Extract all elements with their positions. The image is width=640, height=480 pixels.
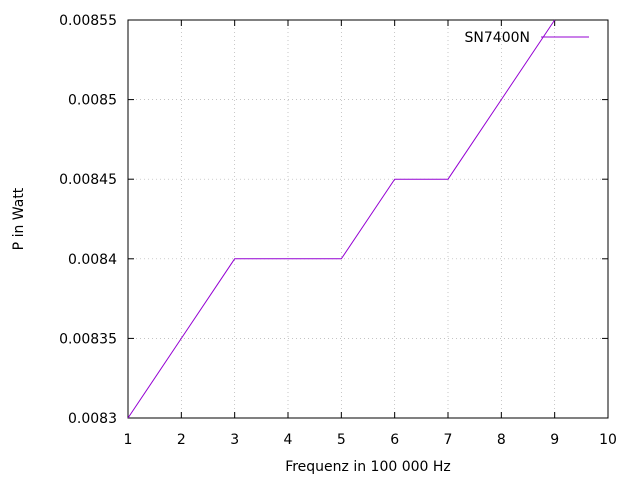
legend-label: SN7400N — [465, 30, 530, 46]
y-tick-labels: 0.0083 0.00835 0.0084 0.00845 0.0085 0.00855 — [59, 13, 117, 427]
series-line — [127, 19, 556, 419]
x-tick-label: 1 — [124, 432, 133, 448]
y-axis-label: P in Watt — [11, 187, 27, 250]
x-tick-label: 6 — [390, 432, 399, 448]
y-tick-label: 0.00845 — [59, 172, 117, 188]
x-tick-label: 5 — [337, 432, 346, 448]
x-tick-label: 8 — [497, 432, 506, 448]
x-tick-label: 10 — [599, 432, 617, 448]
series-layer — [127, 19, 556, 419]
y-tick-label: 0.0085 — [68, 93, 117, 109]
x-tick-labels: 1 2 3 4 5 6 7 8 9 10 — [124, 432, 617, 448]
plot-border — [127, 19, 609, 419]
legend: SN7400N — [465, 30, 589, 46]
ticks — [127, 19, 609, 419]
grid — [128, 20, 608, 418]
x-tick-label: 4 — [284, 432, 293, 448]
x-tick-label: 7 — [444, 432, 453, 448]
y-tick-label: 0.00855 — [59, 13, 117, 29]
y-tick-label: 0.0083 — [68, 411, 117, 427]
x-tick-label: 3 — [230, 432, 239, 448]
x-tick-label: 9 — [550, 432, 559, 448]
y-tick-label: 0.0084 — [68, 252, 117, 268]
y-tick-label: 0.00835 — [59, 331, 117, 347]
x-tick-label: 2 — [177, 432, 186, 448]
x-axis-label: Frequenz in 100 000 Hz — [285, 459, 451, 475]
